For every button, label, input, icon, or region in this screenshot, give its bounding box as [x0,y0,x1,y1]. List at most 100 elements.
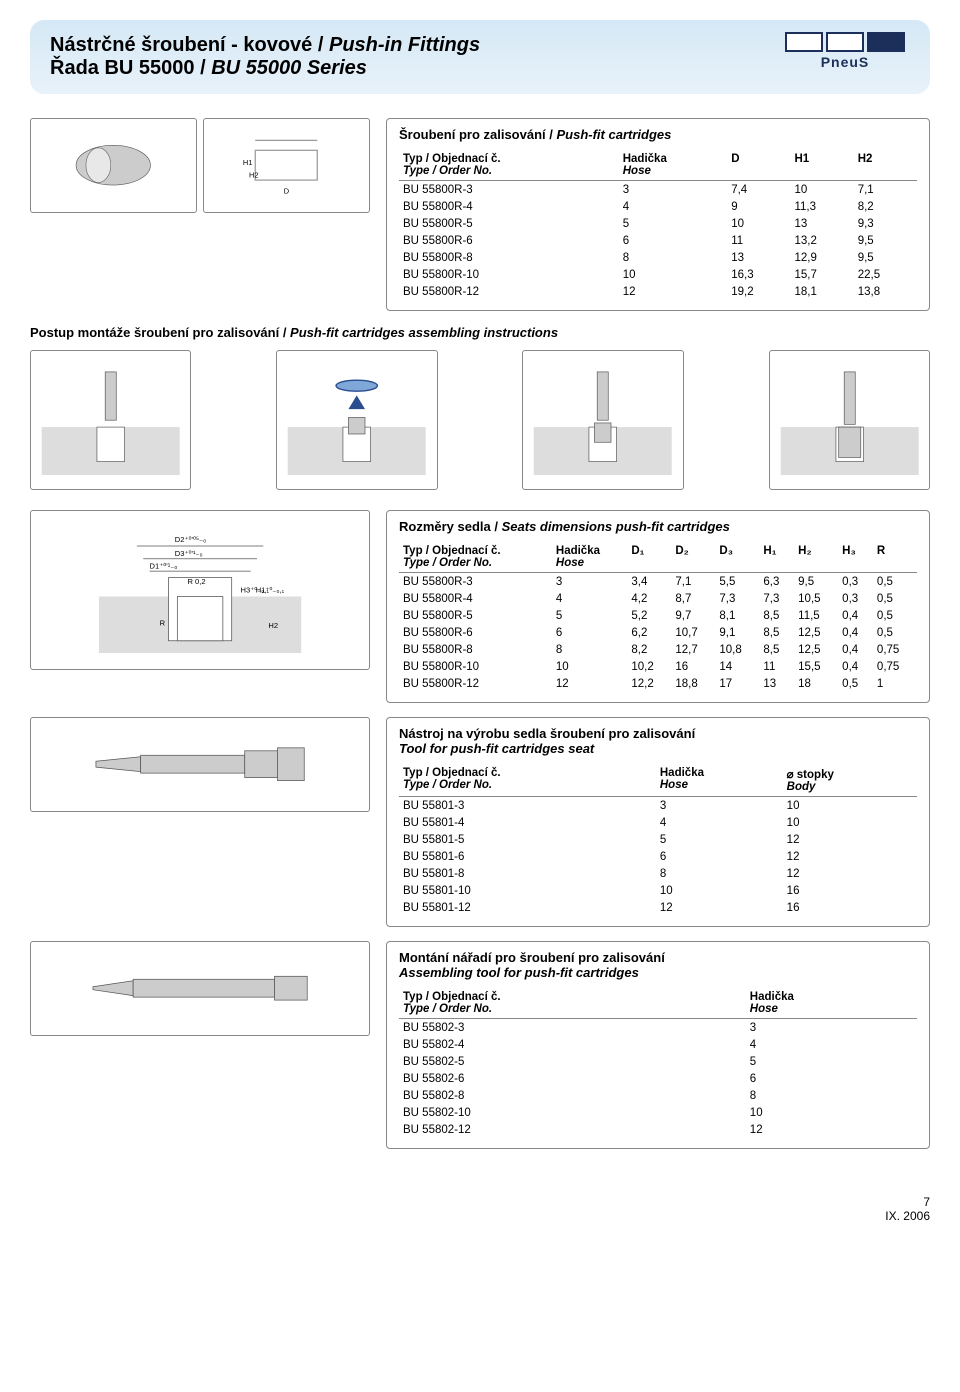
table-cell: 4 [552,590,627,607]
t2-col-h1: H₁ [759,542,794,573]
title2-cz: Řada BU 55000 / [50,57,211,79]
t2-col-hose-cz: Hadička [556,545,600,557]
table-cell: 12,2 [627,675,671,692]
footer-block: 7 IX. 2006 [885,1195,930,1223]
table-cell: 3,4 [627,573,671,591]
assembly-step-2 [276,350,437,490]
table-row: BU 55800R-661113,29,5 [399,232,917,249]
table-cell: 13,8 [854,283,917,300]
table2: Typ / Objednací č.Type / Order No. Hadič… [399,542,917,692]
table-row: BU 55800R-555,29,78,18,511,50,40,5 [399,607,917,624]
table-cell: BU 55800R-10 [399,266,619,283]
logo-square-1 [785,32,823,52]
table-cell: 9,3 [854,215,917,232]
table-cell: 11,5 [794,607,838,624]
table-cell: 0,5 [873,607,917,624]
table1-title-en: Push-fit cartridges [556,127,671,142]
table-cell: 8 [619,249,727,266]
cartridge-photo-svg [39,128,188,202]
table3-title-cz: Nástroj na výrobu sedla šroubení pro zal… [399,726,917,741]
table-cell: 15,7 [790,266,853,283]
t3-col-type-cz: Typ / Objednací č. [403,767,501,779]
t3-col-type: Typ / Objednací č.Type / Order No. [399,764,656,797]
table-cell: 3 [552,573,627,591]
assembly-arrow-2 [458,350,503,490]
table-cell: 10 [656,882,783,899]
table-row: BU 55801-5512 [399,831,917,848]
t2-col-hose: HadičkaHose [552,542,627,573]
h2-label: H2 [268,621,278,630]
table-cell: BU 55800R-5 [399,215,619,232]
title-line-2: Řada BU 55000 / BU 55000 Series [50,57,480,80]
table-row: BU 55800R-101016,315,722,5 [399,266,917,283]
table-cell: BU 55800R-12 [399,675,552,692]
table-row: BU 55800R-444,28,77,37,310,50,30,5 [399,590,917,607]
table-cell: 0,75 [873,641,917,658]
table-cell: 6 [619,232,727,249]
table-cell: 19,2 [727,283,790,300]
table-cell: 18,8 [671,675,715,692]
table-cell: BU 55801-3 [399,797,656,815]
table-cell: BU 55800R-5 [399,607,552,624]
table-row: BU 55801-3310 [399,797,917,815]
table-cell: BU 55800R-8 [399,641,552,658]
t4-col-type: Typ / Objednací č.Type / Order No. [399,988,746,1019]
table-cell: 10 [783,814,917,831]
table-cell: 4 [746,1036,917,1053]
table-row: BU 55801-6612 [399,848,917,865]
assembling-tool-col [30,941,370,1036]
logo-text: PneuS [821,54,870,70]
table-cell: 10,2 [627,658,671,675]
t3-col-hose-cz: Hadička [660,767,704,779]
t2-col-type-cz: Typ / Objednací č. [403,545,501,557]
table-cell: 8,2 [854,198,917,215]
table-cell: 6 [656,848,783,865]
table-cell: BU 55800R-3 [399,573,552,591]
table-cell: BU 55802-8 [399,1087,746,1104]
table-cell: BU 55802-3 [399,1019,746,1037]
t3-col-body-en: Body [787,781,913,793]
table4-title-cz: Montání nářadí pro šroubení pro zalisová… [399,950,917,965]
table-cell: 8,7 [671,590,715,607]
table-cell: 10 [790,181,853,199]
page-footer: 7 IX. 2006 [0,1183,960,1231]
table-cell: 8,2 [627,641,671,658]
t2-col-r: R [873,542,917,573]
table-cell: 0,5 [873,573,917,591]
table-cell: 11 [759,658,794,675]
table-row: BU 55801-121216 [399,899,917,916]
t2-col-h3: H₃ [838,542,873,573]
table-cell: 13 [727,249,790,266]
table-cell: 10 [619,266,727,283]
table-cell: 9,7 [671,607,715,624]
table2-title-cz: Rozměry sedla / [399,519,502,534]
t3-col-hose-en: Hose [660,779,779,791]
table-cell: 7,4 [727,181,790,199]
table-row: BU 55800R-881312,99,5 [399,249,917,266]
t1-col-type: Typ / Objednací č.Type / Order No. [399,150,619,181]
title1-en: Push-in Fittings [329,34,480,56]
t1-col-hose: HadičkaHose [619,150,727,181]
seat-tool-col [30,717,370,812]
assembly3-svg [531,365,674,475]
table-row: BU 55801-101016 [399,882,917,899]
table-row: BU 55800R-333,47,15,56,39,50,30,5 [399,573,917,591]
table-cell: 9,5 [854,232,917,249]
table-cell: BU 55800R-6 [399,624,552,641]
table-cell: 16 [783,882,917,899]
table-cell: 5 [619,215,727,232]
table-cell: BU 55801-6 [399,848,656,865]
table-cell: BU 55801-10 [399,882,656,899]
table-row: BU 55800R-888,212,710,88,512,50,40,75 [399,641,917,658]
table3: Typ / Objednací č.Type / Order No. Hadič… [399,764,917,916]
table-cell: BU 55801-4 [399,814,656,831]
table-cell: BU 55800R-3 [399,181,619,199]
logo-square-3 [867,32,905,52]
table-cell: 7,3 [759,590,794,607]
assembly-title-cz: Postup montáže šroubení pro zalisování / [30,325,290,340]
r02-label: R 0,2 [187,577,205,586]
table-cell: 7,1 [854,181,917,199]
t2-col-d3: D₃ [715,542,759,573]
table-cell: BU 55801-8 [399,865,656,882]
table-cell: 8 [656,865,783,882]
